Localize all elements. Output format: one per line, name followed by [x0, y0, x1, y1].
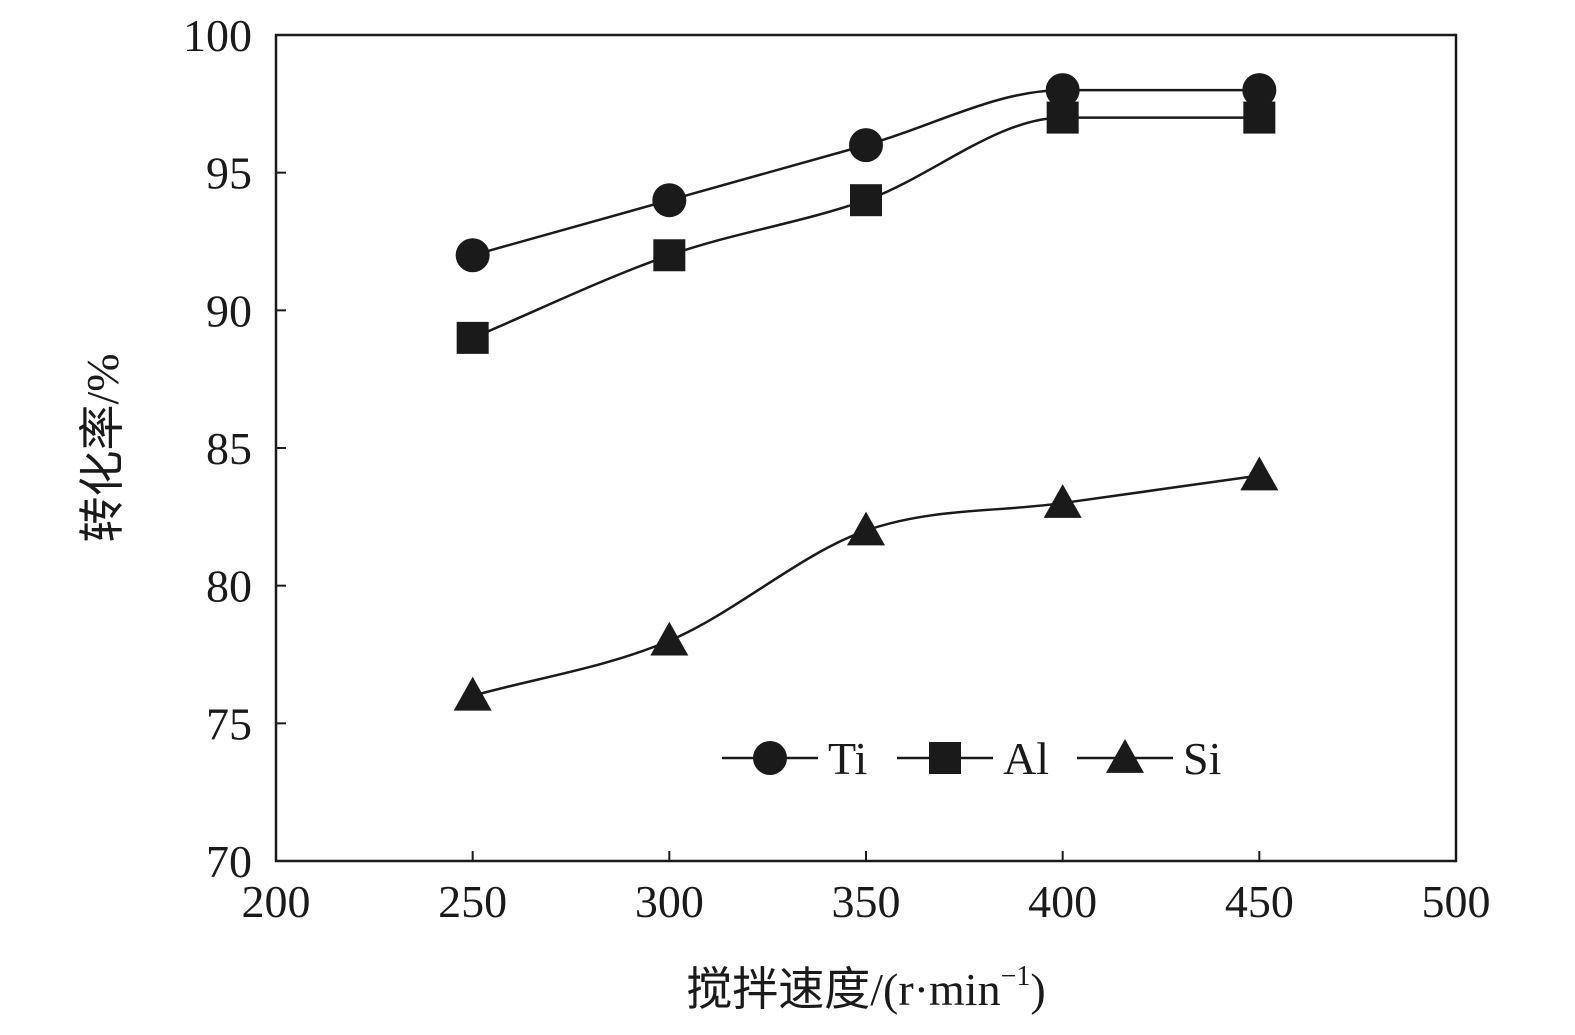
x-axis-title: 搅拌速度/(r·min−1)	[686, 961, 1045, 1015]
y-tick-label: 75	[206, 698, 252, 749]
legend-item-ti: Ti	[722, 733, 867, 784]
x-tick-label: 450	[1225, 876, 1294, 927]
series-line-ti	[472, 88, 1260, 257]
legend-item-si: Si	[1077, 733, 1221, 784]
x-tick-label: 250	[438, 876, 507, 927]
y-tick-label: 100	[183, 10, 252, 61]
data-point-al	[456, 321, 489, 354]
series-line-si	[472, 474, 1260, 698]
x-tick-label: 300	[635, 876, 704, 927]
data-point-si	[1240, 456, 1279, 491]
y-tick-label: 70	[206, 836, 252, 887]
x-tick-label: 400	[1028, 876, 1097, 927]
data-point-ti	[455, 238, 490, 273]
data-point-al	[653, 239, 686, 272]
data-point-si	[847, 511, 885, 546]
data-point-al	[1046, 101, 1079, 134]
data-point-ti	[1242, 73, 1277, 108]
y-tick-label: 80	[206, 561, 252, 612]
y-axis-title: 转化率/%	[77, 353, 128, 542]
data-point-si	[650, 621, 689, 656]
x-axis-ticks: 200 250 300 350 400 450 500	[242, 851, 1491, 927]
legend: Ti Al Si	[722, 733, 1221, 784]
data-point-ti	[849, 128, 883, 163]
x-tick-label: 200	[242, 876, 311, 927]
series-si	[453, 456, 1279, 711]
x-tick-label: 350	[832, 876, 901, 927]
data-point-si	[453, 676, 492, 711]
legend-label: Al	[1003, 733, 1049, 784]
x-tick-label: 500	[1422, 876, 1491, 927]
data-point-ti	[652, 183, 687, 218]
series-layer	[453, 73, 1279, 711]
legend-marker-si	[1106, 739, 1144, 773]
y-tick-label: 90	[206, 285, 252, 336]
data-point-ti	[1045, 73, 1080, 108]
series-ti	[455, 73, 1277, 273]
data-point-si	[1043, 484, 1082, 518]
y-tick-label: 85	[206, 423, 252, 474]
legend-marker-ti	[753, 741, 787, 775]
y-axis-ticks: 70 75 80 85 90 95 100	[183, 10, 286, 887]
data-point-al	[1243, 101, 1276, 134]
data-point-al	[850, 184, 882, 217]
y-tick-label: 95	[206, 148, 252, 199]
legend-label: Ti	[828, 733, 867, 784]
series-al	[456, 101, 1276, 354]
legend-item-al: Al	[897, 733, 1049, 784]
legend-marker-al	[929, 742, 961, 774]
legend-label: Si	[1183, 733, 1221, 784]
